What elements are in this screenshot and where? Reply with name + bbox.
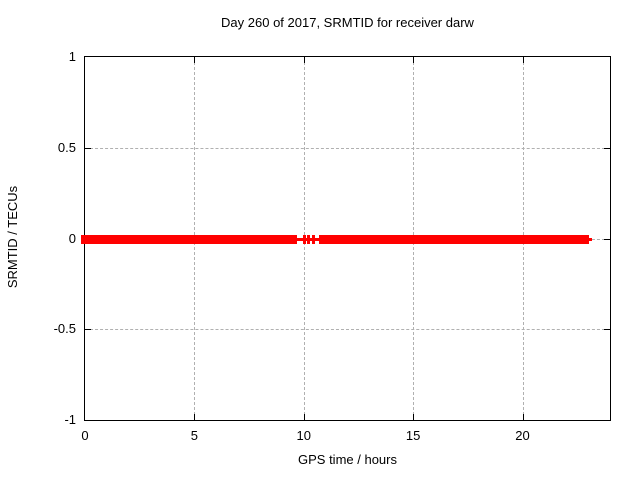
plus-marker-vbar [294,234,297,244]
x-tick-label: 10 [296,428,311,443]
y-tick-left [85,329,91,331]
y-tick-label: 0 [68,230,76,246]
plus-marker-vbar [318,234,322,244]
data-segment [259,234,280,244]
x-tick-top [413,57,415,63]
x-tick-bottom [522,414,524,420]
x-tick-top [303,57,305,63]
y-tick-label: 1 [68,49,76,64]
data-segment [320,234,590,244]
h-gridline [85,329,610,331]
x-tick-bottom [303,414,305,420]
y-tick-label: -1 [64,412,76,427]
x-tick-label: 15 [405,428,421,443]
h-gridline [85,147,610,149]
y-tick-right [604,329,610,331]
y-axis-label: SRMTID / TECUs [5,185,20,289]
x-tick-label: 20 [515,428,530,443]
data-point-plus-marker [308,234,318,244]
data-point-plus-marker [583,234,593,244]
data-segment [275,234,295,244]
y-tick-left [85,147,91,149]
x-tick-top [194,57,196,63]
plus-marker-vbar [586,234,590,244]
x-tick-bottom [413,414,415,420]
y-tick-right [604,147,610,149]
x-tick-top [522,57,524,63]
y-tick-right [604,238,610,240]
plus-marker-vbar [306,234,310,244]
chart-title: Day 260 of 2017, SRMTID for receiver dar… [221,15,474,30]
data-segment [81,234,266,244]
x-axis-label: GPS time / hours [298,452,397,467]
y-tick-label: -0.5 [53,321,76,337]
data-point-plus-marker [315,234,325,244]
y-tick-label: 0.5 [57,139,76,155]
plus-marker-vbar [311,234,315,244]
x-tick-label: 0 [81,428,89,443]
x-tick-label: 5 [190,428,198,443]
x-tick-bottom [194,414,196,420]
plot-area: 0 5 10 15 20 -1 -0.5 0 0.5 1 [54,49,611,443]
data-point-plus-marker [303,234,313,244]
data-point-plus-marker [291,234,300,244]
